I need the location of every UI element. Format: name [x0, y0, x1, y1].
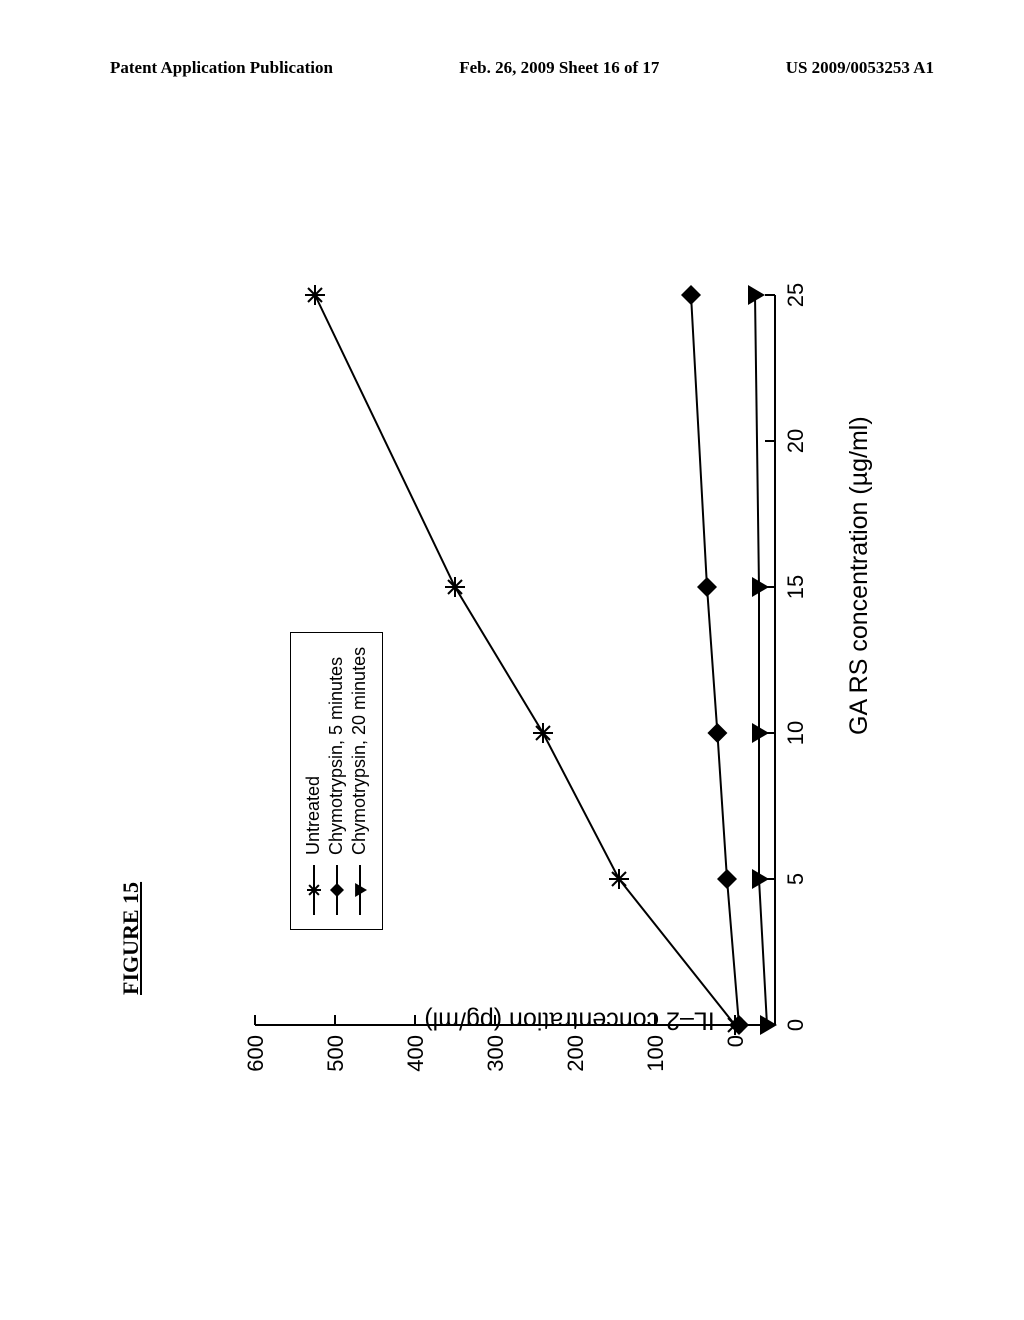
page-header: Patent Application Publication Feb. 26, … — [0, 58, 1024, 78]
x-tick-label: 5 — [783, 859, 809, 899]
y-tick-label: 100 — [643, 1035, 669, 1085]
header-left: Patent Application Publication — [110, 58, 333, 78]
x-tick-label: 15 — [783, 567, 809, 607]
legend-row: Chymotrypsin, 20 minutes — [349, 647, 370, 915]
legend-label: Chymotrypsin, 20 minutes — [349, 647, 370, 855]
chart-legend: UntreatedChymotrypsin, 5 minutesChymotry… — [290, 632, 383, 930]
legend-label: Chymotrypsin, 5 minutes — [326, 657, 347, 855]
x-tick-label: 0 — [783, 1005, 809, 1045]
y-tick-label: 200 — [563, 1035, 589, 1085]
y-tick-label: 500 — [323, 1035, 349, 1085]
x-axis-label: GA RS concentration (µg/ml) — [845, 416, 874, 735]
figure-label: FIGURE 15 — [118, 882, 144, 995]
header-center: Feb. 26, 2009 Sheet 16 of 17 — [459, 58, 659, 78]
chart-wrapper: IL–2 concentration (pg/ml) GA RS concent… — [205, 175, 905, 1155]
legend-row: Untreated — [303, 647, 324, 915]
y-tick-label: 600 — [243, 1035, 269, 1085]
y-axis-label: IL–2 concentration (pg/ml) — [424, 1005, 714, 1034]
y-tick-label: 400 — [403, 1035, 429, 1085]
y-tick-label: 300 — [483, 1035, 509, 1085]
x-tick-label: 25 — [783, 275, 809, 315]
legend-marker — [350, 865, 370, 915]
x-tick-label: 10 — [783, 713, 809, 753]
header-right: US 2009/0053253 A1 — [786, 58, 934, 78]
legend-row: Chymotrypsin, 5 minutes — [326, 647, 347, 915]
legend-marker — [304, 865, 324, 915]
legend-label: Untreated — [303, 776, 324, 855]
rotated-figure-container: FIGURE 15 IL–2 concentration (pg/ml) GA … — [0, 110, 1024, 1210]
x-tick-label: 20 — [783, 421, 809, 461]
y-tick-label: 0 — [723, 1035, 749, 1085]
legend-marker — [327, 865, 347, 915]
